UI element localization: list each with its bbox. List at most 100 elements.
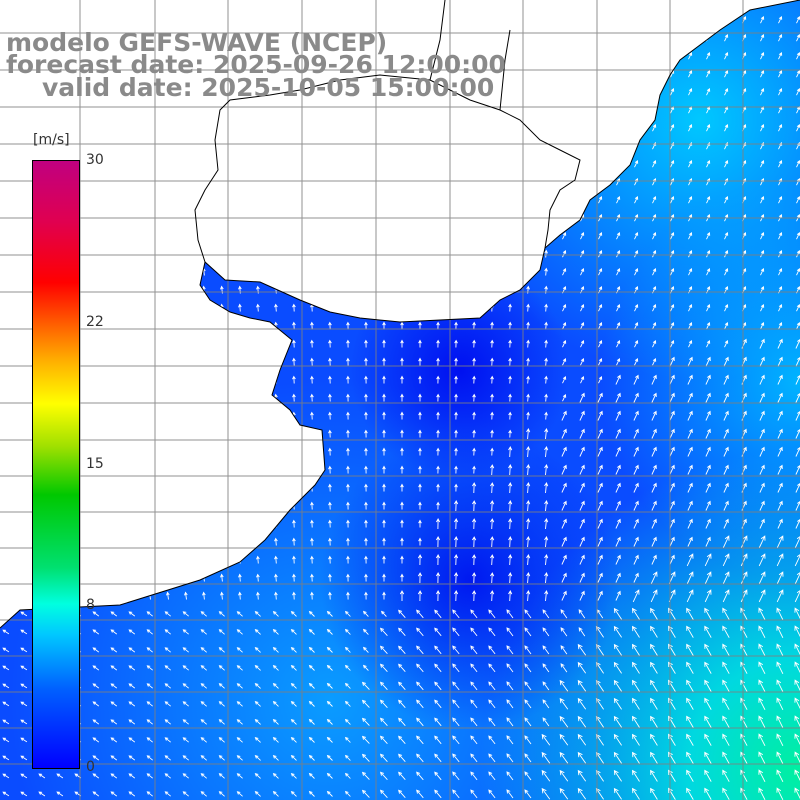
- wind-arrow: [290, 700, 297, 707]
- wind-arrow: [724, 231, 729, 240]
- wind-arrow: [346, 357, 350, 366]
- wind-arrow: [562, 303, 567, 312]
- wind-arrow: [436, 411, 440, 420]
- wind-arrow: [615, 428, 621, 439]
- wind-arrow: [20, 683, 28, 689]
- wind-arrow: [290, 772, 297, 779]
- wind-arrow: [344, 718, 351, 725]
- wind-arrow: [580, 249, 585, 258]
- wind-arrow: [344, 754, 351, 761]
- wind-arrow: [740, 535, 748, 549]
- wind-arrow: [561, 410, 567, 421]
- wind-arrow: [490, 590, 495, 602]
- wind-arrow: [416, 771, 424, 781]
- wind-arrow: [164, 719, 171, 725]
- wind-arrow: [705, 392, 711, 403]
- wind-arrow: [326, 700, 333, 707]
- wind-arrow: [758, 715, 766, 729]
- wind-arrow: [759, 518, 765, 529]
- wind-arrow: [652, 303, 657, 312]
- wind-arrow: [723, 410, 729, 421]
- wind-arrow: [778, 33, 783, 42]
- wind-arrow: [524, 735, 532, 745]
- wind-arrow: [472, 447, 476, 456]
- wind-arrow: [776, 661, 784, 675]
- wind-arrow: [182, 647, 189, 653]
- wind-arrow: [670, 249, 675, 258]
- wind-arrow: [670, 339, 675, 348]
- wind-arrow: [616, 195, 621, 204]
- wind-arrow: [470, 645, 478, 655]
- wind-arrow: [650, 751, 658, 764]
- wind-arrow: [344, 664, 351, 671]
- wind-arrow: [452, 753, 460, 763]
- wind-arrow: [218, 755, 225, 761]
- wind-arrow: [200, 665, 207, 671]
- wind-arrow: [615, 518, 621, 529]
- wind-arrow: [506, 735, 514, 745]
- wind-arrow: [470, 789, 478, 799]
- wind-arrow: [146, 647, 153, 653]
- wind-arrow: [128, 719, 136, 725]
- wind-arrow: [687, 428, 693, 439]
- wind-arrow: [795, 356, 800, 367]
- wind-arrow: [164, 791, 171, 797]
- wind-arrow: [328, 573, 332, 582]
- wind-arrow: [506, 681, 514, 691]
- wind-arrow: [776, 643, 784, 657]
- wind-arrow: [488, 663, 496, 673]
- wind-arrow: [218, 737, 225, 743]
- wind-arrow: [290, 718, 297, 725]
- wind-arrow: [506, 753, 514, 763]
- wind-arrow: [472, 500, 477, 512]
- wind-arrow: [508, 303, 512, 312]
- wind-arrow: [704, 571, 712, 585]
- wind-arrow: [706, 123, 711, 132]
- wind-arrow: [758, 553, 766, 567]
- wind-arrow: [776, 679, 784, 693]
- wind-arrow: [200, 755, 207, 761]
- wind-arrow: [182, 773, 189, 779]
- wind-arrow: [795, 392, 800, 403]
- wind-arrow: [526, 464, 531, 476]
- wind-arrow: [310, 339, 314, 348]
- wind-arrow: [524, 663, 532, 673]
- wind-arrow: [562, 375, 567, 384]
- wind-arrow: [218, 611, 225, 617]
- wind-arrow: [613, 715, 622, 728]
- wind-arrow: [92, 791, 100, 797]
- wind-arrow: [597, 518, 603, 529]
- wind-arrow: [236, 665, 243, 671]
- wind-arrow: [541, 751, 551, 764]
- wind-arrow: [92, 629, 100, 635]
- wind-arrow: [777, 464, 783, 475]
- wind-arrow: [490, 429, 494, 438]
- wind-arrow: [310, 573, 314, 582]
- wind-arrow: [508, 339, 512, 348]
- wind-arrow: [328, 339, 332, 348]
- wind-arrow: [92, 737, 100, 743]
- wind-arrow: [490, 411, 494, 420]
- wind-arrow: [633, 392, 639, 403]
- wind-arrow: [758, 625, 766, 639]
- wind-arrow: [723, 464, 729, 475]
- wind-arrow: [597, 500, 603, 511]
- wind-arrow: [631, 643, 640, 656]
- wind-arrow: [580, 231, 585, 240]
- wind-arrow: [616, 231, 621, 240]
- wind-arrow: [562, 249, 567, 258]
- wind-arrow: [400, 357, 404, 366]
- wind-arrow: [400, 321, 404, 330]
- wind-arrow: [776, 607, 784, 621]
- wind-arrow: [416, 717, 424, 727]
- wind-arrow: [650, 769, 658, 782]
- wind-arrow: [454, 447, 458, 456]
- wind-arrow: [776, 553, 784, 567]
- wind-arrow: [292, 591, 296, 600]
- wind-arrow: [705, 536, 711, 547]
- wind-arrow: [616, 357, 621, 366]
- wind-arrow: [776, 733, 784, 747]
- wind-arrow: [686, 679, 694, 692]
- wind-arrow: [254, 610, 261, 617]
- wind-arrow: [362, 646, 369, 653]
